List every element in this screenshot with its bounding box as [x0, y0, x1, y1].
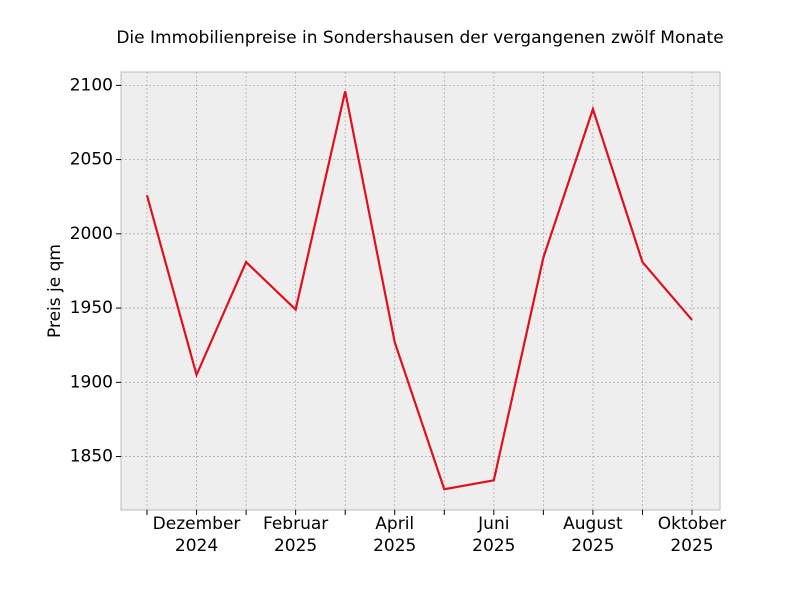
x-tick-label: Oktober 2025 [657, 514, 727, 556]
line [145, 91, 693, 491]
chart-title: Die Immobilienpreise in Sondershausen de… [116, 28, 723, 48]
x-tick-label: Dezember 2024 [152, 514, 241, 556]
y-axis-label: Preis je qm [45, 244, 65, 338]
y-tick-label: 2100 [70, 75, 113, 95]
x-tick-label: April 2025 [373, 514, 417, 556]
y-tick-label: 2000 [70, 224, 113, 244]
y-tick-label: 2050 [70, 150, 113, 170]
x-tick-label: Februar 2025 [262, 514, 329, 556]
y-tick-label: 1900 [70, 372, 113, 392]
x-tick-label: August 2025 [563, 514, 623, 556]
plot-area [120, 71, 721, 511]
y-tick-label: 1950 [70, 298, 113, 318]
x-tick-label: Juni 2025 [472, 514, 516, 556]
y-tick-label: 1850 [70, 447, 113, 467]
